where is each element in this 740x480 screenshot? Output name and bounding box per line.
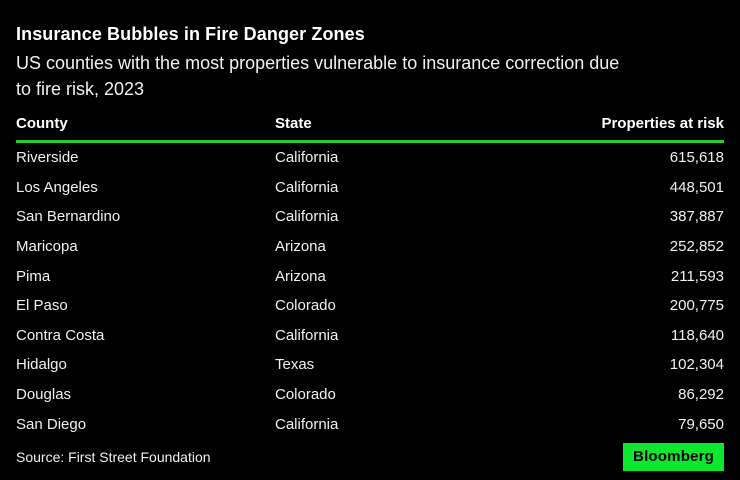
county-cell: Contra Costa bbox=[16, 326, 105, 344]
county-cell: El Paso bbox=[16, 297, 68, 315]
footer: Source: First Street Foundation Bloomber… bbox=[16, 433, 724, 480]
properties-at-risk-cell: 252,852 bbox=[669, 238, 724, 256]
county-cell: Douglas bbox=[16, 386, 72, 404]
state-cell: California bbox=[275, 178, 339, 196]
properties-at-risk-cell: 211,593 bbox=[670, 267, 724, 285]
state-cell: California bbox=[275, 208, 339, 226]
county-cell: San Diego bbox=[16, 415, 87, 433]
column-header-properties-at-risk: Properties at risk bbox=[601, 115, 724, 132]
state-cell: Colorado bbox=[275, 297, 336, 315]
county-cell: San Bernardino bbox=[16, 208, 121, 226]
bloomberg-logo: Bloomberg bbox=[623, 442, 724, 471]
state-cell: Arizona bbox=[275, 267, 326, 285]
table-row: Hidalgo Texas 102,304 bbox=[16, 350, 724, 380]
county-cell: Los Angeles bbox=[16, 178, 98, 196]
table-row: Contra Costa California 118,640 bbox=[16, 321, 724, 351]
county-cell: Maricopa bbox=[16, 238, 78, 256]
page-title: Insurance Bubbles in Fire Danger Zones bbox=[16, 24, 365, 44]
subtitle-line-2: to fire risk, 2023 bbox=[16, 79, 145, 99]
column-header-county: County bbox=[16, 115, 68, 132]
column-header-state: State bbox=[275, 115, 312, 132]
properties-at-risk-cell: 448,501 bbox=[669, 178, 724, 196]
table-row: Los Angeles California 448,501 bbox=[16, 173, 724, 203]
state-cell: Arizona bbox=[275, 238, 326, 256]
state-cell: California bbox=[275, 149, 339, 167]
content-area: Insurance Bubbles in Fire Danger Zones U… bbox=[16, 24, 724, 439]
properties-at-risk-cell: 387,887 bbox=[669, 208, 724, 226]
properties-at-risk-cell: 102,304 bbox=[669, 356, 724, 374]
county-cell: Riverside bbox=[16, 149, 79, 167]
properties-at-risk-cell: 79,650 bbox=[678, 415, 724, 433]
table-row: Pima Arizona 211,593 bbox=[16, 261, 724, 291]
table-row: San Diego California 79,650 bbox=[16, 409, 724, 439]
state-cell: California bbox=[275, 415, 339, 433]
table-row: Douglas Colorado 86,292 bbox=[16, 380, 724, 410]
state-cell: California bbox=[275, 326, 339, 344]
properties-at-risk-cell: 200,775 bbox=[669, 297, 724, 315]
properties-at-risk-cell: 615,618 bbox=[669, 149, 724, 167]
state-cell: Texas bbox=[275, 356, 315, 374]
table-row: El Paso Colorado 200,775 bbox=[16, 291, 724, 321]
properties-at-risk-cell: 118,640 bbox=[670, 326, 724, 344]
properties-at-risk-cell: 86,292 bbox=[678, 386, 724, 404]
table-header-row: County State Properties at risk bbox=[16, 115, 724, 140]
county-cell: Pima bbox=[16, 267, 51, 285]
table-row: San Bernardino California 387,887 bbox=[16, 202, 724, 232]
table-row: Riverside California 615,618 bbox=[16, 143, 724, 173]
source-credit: Source: First Street Foundation bbox=[16, 448, 211, 465]
table-row: Maricopa Arizona 252,852 bbox=[16, 232, 724, 262]
chart-subtitle: US counties with the most properties vul… bbox=[16, 50, 724, 102]
table-body: Riverside California 615,618 Los Angeles… bbox=[16, 143, 724, 439]
subtitle-line-1: US counties with the most properties vul… bbox=[16, 53, 620, 73]
header-divider-rule bbox=[16, 140, 724, 143]
state-cell: Colorado bbox=[275, 386, 336, 404]
county-cell: Hidalgo bbox=[16, 356, 67, 374]
